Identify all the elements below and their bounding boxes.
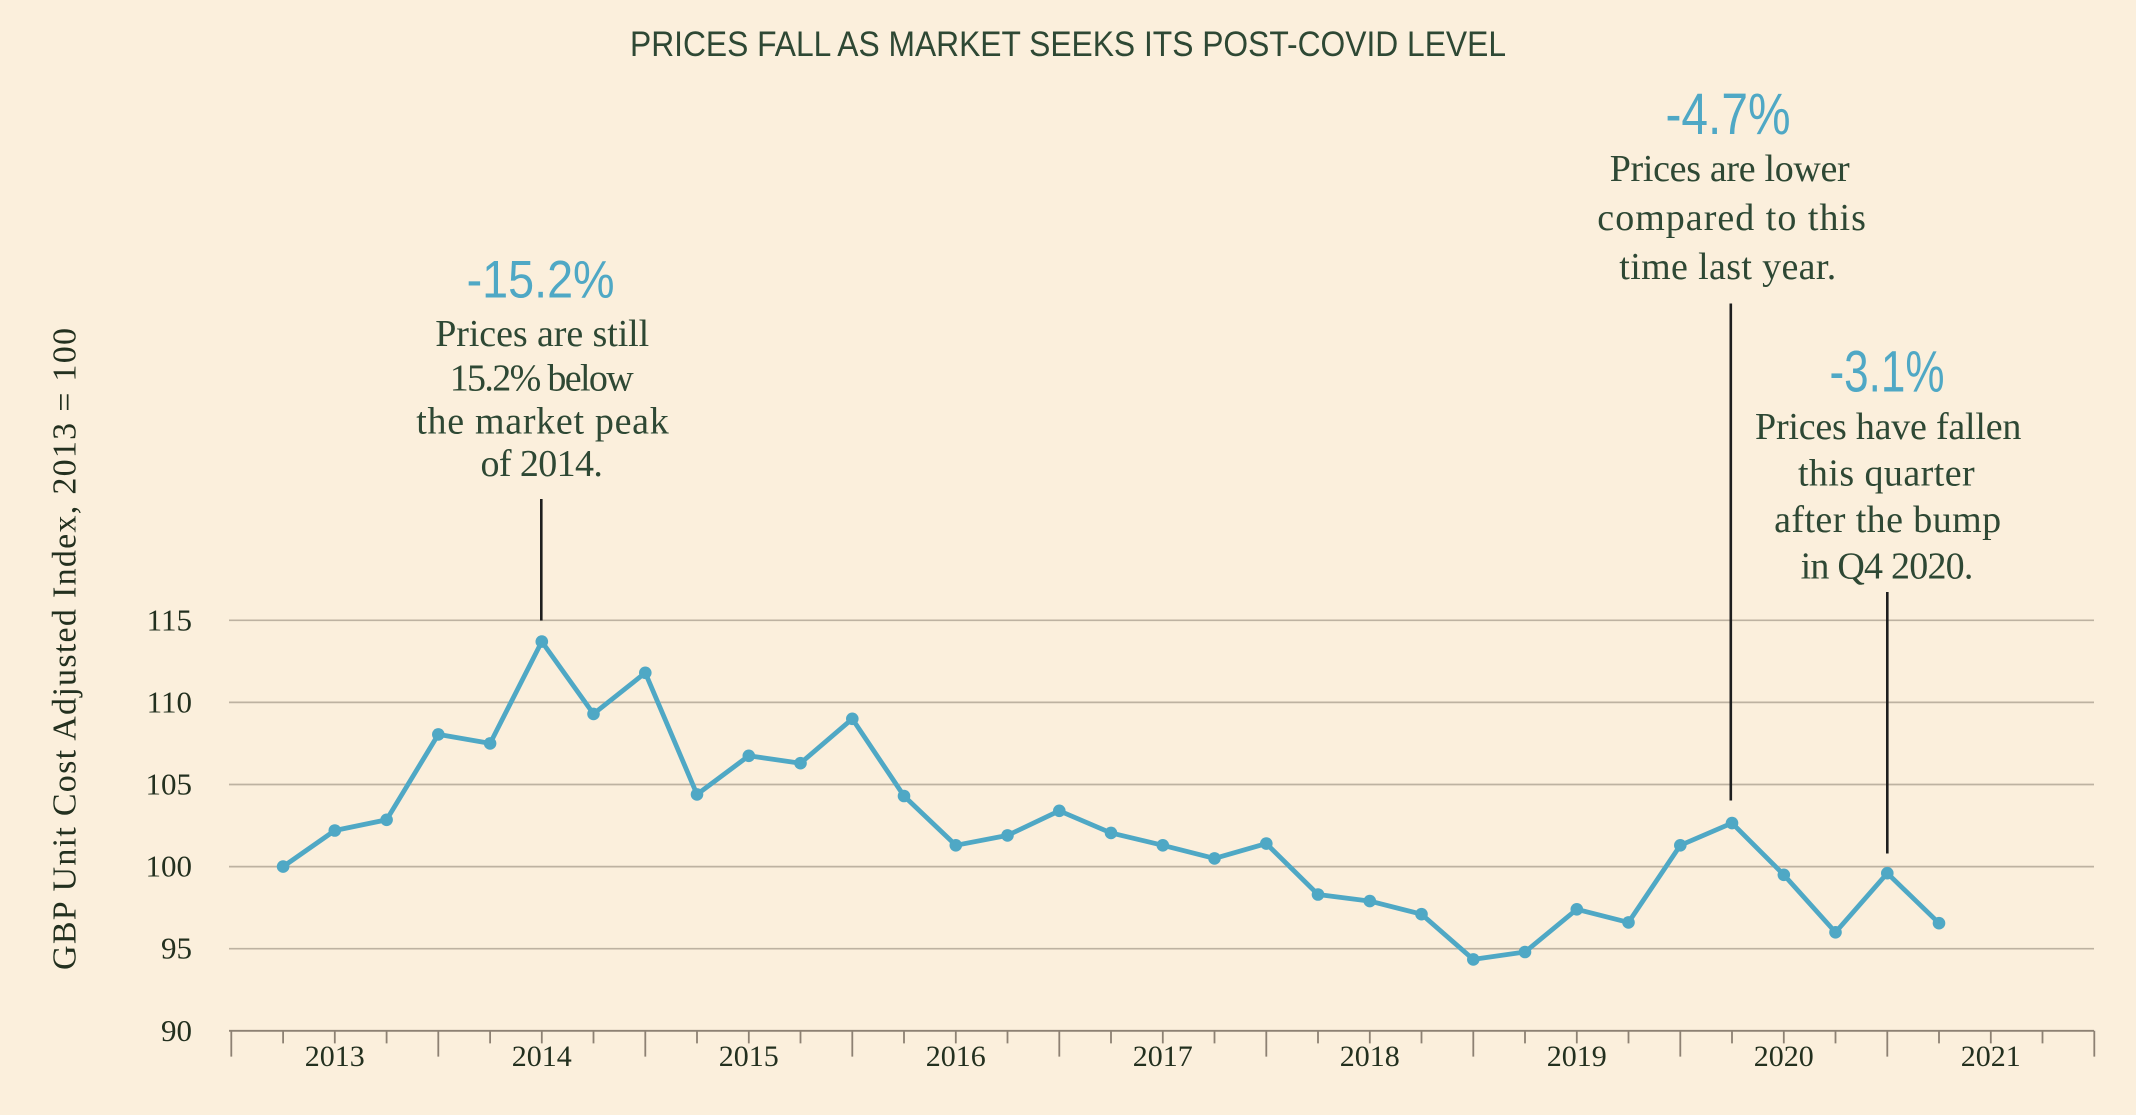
svg-text:110: 110: [147, 684, 192, 719]
svg-text:Prices are still: Prices are still: [435, 313, 649, 355]
svg-text:2021: 2021: [1961, 1040, 2021, 1073]
svg-text:115: 115: [147, 602, 192, 637]
svg-text:2019: 2019: [1547, 1040, 1607, 1073]
svg-text:15.2% below: 15.2% below: [450, 358, 635, 400]
svg-text:-3.1%: -3.1%: [1830, 340, 1945, 405]
svg-text:2017: 2017: [1133, 1040, 1193, 1073]
svg-text:-15.2%: -15.2%: [467, 251, 615, 310]
svg-text:Prices are lower: Prices are lower: [1610, 148, 1850, 190]
svg-text:2020: 2020: [1754, 1040, 1814, 1073]
svg-text:time last year.: time last year.: [1619, 246, 1836, 288]
svg-text:90: 90: [161, 1013, 192, 1048]
svg-text:95: 95: [161, 931, 192, 966]
svg-text:GBP Unit Cost Adjusted Index,: GBP Unit Cost Adjusted Index, 2013 = 100: [47, 328, 84, 970]
svg-text:100: 100: [146, 849, 193, 884]
svg-text:after the bump: after the bump: [1774, 499, 2001, 541]
svg-text:PRICES FALL AS MARKET SEEKS IT: PRICES FALL AS MARKET SEEKS ITS POST-COV…: [630, 25, 1506, 64]
svg-text:of 2014.: of 2014.: [481, 443, 603, 485]
svg-text:2015: 2015: [719, 1040, 779, 1073]
svg-text:Prices have fallen: Prices have fallen: [1755, 406, 2021, 448]
svg-text:2018: 2018: [1340, 1040, 1400, 1073]
svg-text:the market peak: the market peak: [416, 401, 669, 443]
svg-text:-4.7%: -4.7%: [1666, 82, 1791, 147]
svg-text:in Q4 2020.: in Q4 2020.: [1801, 546, 1974, 588]
svg-text:this quarter: this quarter: [1798, 453, 1975, 495]
svg-text:2014: 2014: [512, 1040, 572, 1073]
svg-text:105: 105: [146, 767, 193, 802]
svg-text:compared to this: compared to this: [1597, 197, 1866, 239]
svg-text:2016: 2016: [926, 1040, 986, 1073]
svg-text:2013: 2013: [305, 1040, 365, 1073]
